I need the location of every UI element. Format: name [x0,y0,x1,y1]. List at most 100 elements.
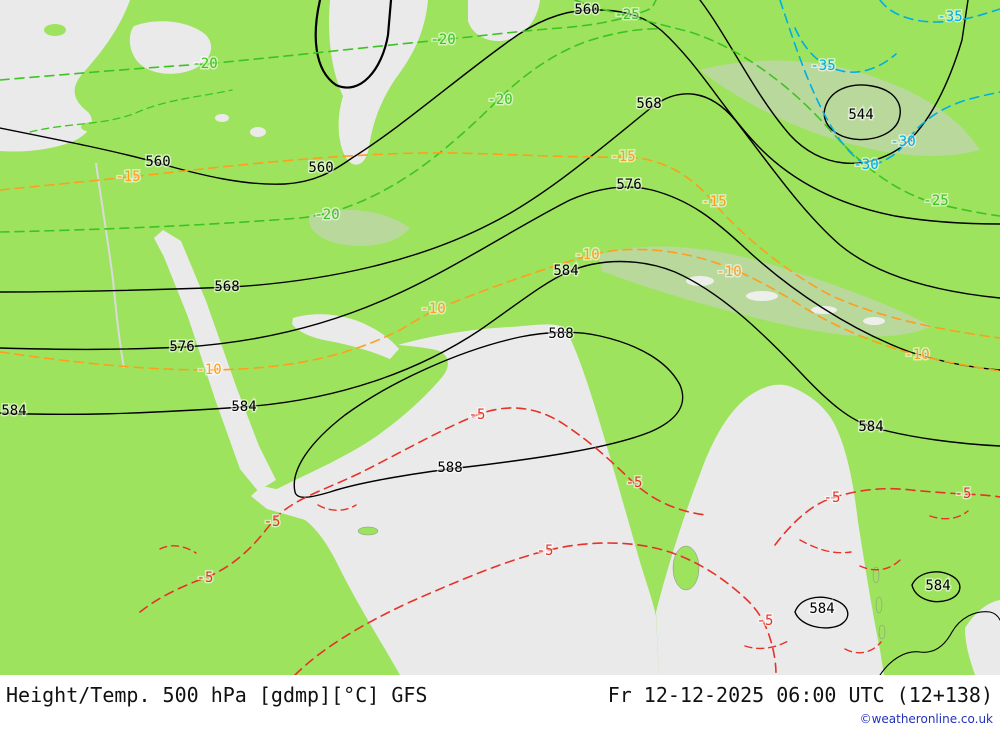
contour-label--20: -20 [430,32,455,48]
nicobar-island [878,624,886,640]
contour-height-552-trough-east [699,0,969,165]
contour-label-568: 568 [214,279,239,295]
map-region: 560 568 576 584 588 560 560 568 576 584 584 588 544 5… [0,0,1000,675]
gulf-of-thailand [965,600,1000,675]
contour-label--35: -35 [937,9,962,25]
contour-label--15: -15 [701,194,726,210]
contour-label-584: 584 [231,399,256,415]
contour-temp-minus5-squiggles [159,504,969,654]
islands [357,526,886,640]
contour-label-544: 544 [848,107,873,123]
contour-height-588-ridge [293,331,684,498]
andaman-island [875,596,883,614]
contour-label-584: 584 [553,263,578,279]
map-datetime: Fr 12-12-2025 06:00 UTC (12+138) [607,683,993,707]
contour-height-560 [0,9,1000,225]
contour-label-588: 588 [437,460,462,476]
contour-temp-minus5-b [294,542,777,675]
socotra-island [357,526,379,536]
contour-height-568 [0,93,1000,299]
tarim-terrain [700,60,980,156]
contour-coast-detail-sumatra [879,611,1000,675]
arabian-sea [264,324,659,675]
contour-label-560: 560 [308,160,333,176]
contour-label--20: -20 [192,56,217,72]
contour-label-560: 560 [145,154,170,170]
contour-height-576 [0,186,1000,371]
persian-gulf [292,314,399,359]
contour-label--5: -5 [757,613,774,629]
contour-label--10: -10 [420,301,445,317]
contour-label--10: -10 [904,347,929,363]
contour-temp-minus20-north [0,0,657,81]
contour-temp-minus10 [0,248,1000,372]
contour-label-560: 560 [574,2,599,18]
contour-temp-minus15 [0,152,1000,339]
contour-temp-minus5-a [139,407,707,613]
contour-label--25: -25 [923,193,948,209]
lake-urmia [250,127,266,137]
snow-patch [686,276,714,286]
contour-label-576: 576 [169,339,194,355]
andaman-island [872,566,880,584]
map-title: Height/Temp. 500 hPa [gdmp][°C] GFS [6,683,428,707]
contour-label-588: 588 [548,326,573,342]
contour-label--5: -5 [626,475,643,491]
sri-lanka-island [672,545,700,591]
aral-sea [468,0,540,41]
cyprus-island [81,122,105,132]
mediterranean-sea [0,0,130,152]
contour-temp-minus25 [574,0,1000,217]
zagros-terrain [309,209,410,246]
contour-label--5: -5 [537,543,554,559]
contour-label-568: 568 [636,96,661,112]
contour-height-552-trough-west [314,0,393,89]
copyright-link[interactable]: ©weatheronline.co.uk [859,712,993,726]
contour-label--10: -10 [716,264,741,280]
contour-label-584: 584 [809,601,834,617]
snow-patch [863,317,885,325]
black-sea [129,21,212,74]
aegean-island [44,24,66,36]
contour-temp-minus35-b [794,27,897,73]
contour-temp-minus20-west-squiggle [29,89,233,133]
contour-label-584: 584 [1,403,26,419]
lake-van [215,114,229,122]
contour-label--15: -15 [115,169,140,185]
contour-label-584: 584 [858,419,883,435]
nile-river [95,162,125,369]
map-canvas: 560 568 576 584 588 560 560 568 576 584 584 588 544 5… [0,0,1000,675]
contour-temp-minus20-south [0,28,663,233]
contour-label--5: -5 [955,486,972,502]
contour-label-584: 584 [925,578,950,594]
contour-label--10: -10 [196,362,221,378]
contour-temp-minus35-a [879,0,1000,23]
contour-label--5: -5 [197,570,214,586]
caspian-sea [329,0,428,165]
bay-of-bengal [656,384,884,675]
snow-patches [686,276,885,325]
contour-label--5: -5 [264,514,281,530]
contour-temp-minus30 [779,0,1000,166]
contour-label-576: 576 [616,177,641,193]
contour-height-544-low [823,84,901,141]
contour-height-584 [0,260,1000,447]
contour-temp-minus5-c [774,487,1000,546]
contour-label--20: -20 [487,92,512,108]
contour-height-584-cell-b [911,571,961,603]
red-sea [154,230,276,491]
contour-height-584-cell-a [794,596,849,629]
contour-label--5: -5 [469,407,486,423]
contour-label--35: -35 [810,58,835,74]
contour-label--5: -5 [824,490,841,506]
contour-label--10: -10 [574,247,599,263]
contour-label--15: -15 [610,149,635,165]
snow-patch [746,291,778,301]
snow-patch [811,306,837,314]
contour-label--25: -25 [614,7,639,23]
sea-shapes [0,0,1000,675]
contour-label--20: -20 [314,207,339,223]
contour-label--30: -30 [890,134,915,150]
contour-label--30: -30 [853,157,878,173]
